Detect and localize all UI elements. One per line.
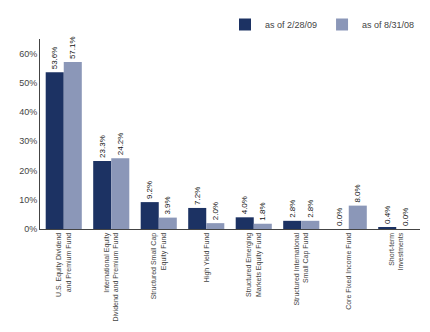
svg-text:U.S. Equity Dividendand Premiu: U.S. Equity Dividendand Premium Fund bbox=[55, 233, 71, 297]
svg-text:24.2%: 24.2% bbox=[116, 133, 125, 156]
svg-text:20%: 20% bbox=[19, 166, 37, 176]
svg-text:1.8%: 1.8% bbox=[258, 203, 267, 221]
svg-text:57.1%: 57.1% bbox=[68, 36, 77, 59]
svg-text:2.8%: 2.8% bbox=[306, 200, 315, 218]
svg-text:3.9%: 3.9% bbox=[163, 196, 172, 214]
svg-text:10%: 10% bbox=[19, 195, 37, 205]
svg-text:0.4%: 0.4% bbox=[383, 206, 392, 224]
svg-text:as of 2/28/09: as of 2/28/09 bbox=[265, 20, 317, 30]
svg-text:0%: 0% bbox=[24, 224, 37, 234]
svg-text:30%: 30% bbox=[19, 136, 37, 146]
svg-text:2.0%: 2.0% bbox=[211, 202, 220, 220]
svg-text:50%: 50% bbox=[19, 78, 37, 88]
svg-text:7.2%: 7.2% bbox=[193, 187, 202, 205]
svg-text:International EquityDividend a: International EquityDividend and Premium… bbox=[103, 232, 119, 321]
svg-text:4.0%: 4.0% bbox=[240, 196, 249, 214]
svg-text:High Yield Fund: High Yield Fund bbox=[203, 233, 211, 283]
svg-text:2.8%: 2.8% bbox=[288, 200, 297, 218]
svg-text:Structured EmergingMarkets Equ: Structured EmergingMarkets Equity Fund bbox=[245, 233, 262, 297]
svg-text:9.2%: 9.2% bbox=[145, 181, 154, 199]
svg-text:Structured InternationalSmall: Structured InternationalSmall Cap Fund bbox=[293, 232, 310, 305]
svg-text:60%: 60% bbox=[19, 49, 37, 59]
svg-text:Core Fixed Income Fund: Core Fixed Income Fund bbox=[345, 233, 352, 310]
svg-text:Short-termInvestments: Short-termInvestments bbox=[388, 232, 404, 270]
svg-text:0.0%: 0.0% bbox=[401, 208, 410, 226]
svg-text:40%: 40% bbox=[19, 107, 37, 117]
svg-text:53.6%: 53.6% bbox=[50, 47, 59, 70]
svg-text:23.3%: 23.3% bbox=[98, 135, 107, 158]
svg-text:Structured Small CapEquity Fun: Structured Small CapEquity Fund bbox=[150, 233, 167, 300]
svg-text:as of 8/31/08: as of 8/31/08 bbox=[362, 20, 414, 30]
svg-text:8.0%: 8.0% bbox=[353, 184, 362, 202]
svg-text:0.0%: 0.0% bbox=[335, 208, 344, 226]
